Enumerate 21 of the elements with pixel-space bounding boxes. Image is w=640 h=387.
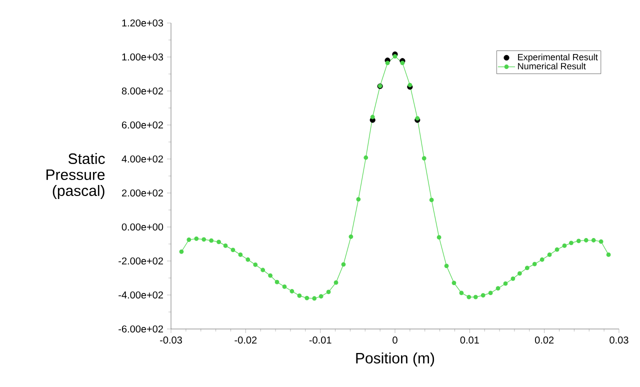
y-tick-label: 4.00e+02 [122,155,163,163]
y-tick-label: 8.00e+02 [122,87,163,95]
y-tick-label: 0.00e+00 [122,223,164,231]
y-tick-label: 6.00e+02 [122,121,163,129]
legend-label: Experimental Result [518,54,598,62]
y-tick-label: 1.00e+03 [122,53,164,61]
y-tick-label: 1.20e+03 [122,19,164,27]
y-tick-label: -2.00e+02 [118,257,163,265]
legend-label: Numerical Result [518,62,586,70]
x-tick-label: 0.03 [610,336,628,344]
x-axis-title: Position (m) [356,352,434,366]
x-tick-label: 0.01 [460,336,479,344]
y-axis-title: Static Pressure (pascal) [46,153,105,199]
x-tick-label: 0 [392,336,398,344]
x-tick-label: 0.02 [534,336,554,344]
y-tick-label: -4.00e+02 [118,291,163,299]
x-tick-label: -0.03 [160,336,182,344]
x-tick-label: -0.01 [309,336,332,344]
x-tick-label: -0.02 [234,336,257,344]
y-tick-label: -6.00e+02 [118,325,163,333]
y-tick-label: 2.00e+02 [122,189,163,197]
